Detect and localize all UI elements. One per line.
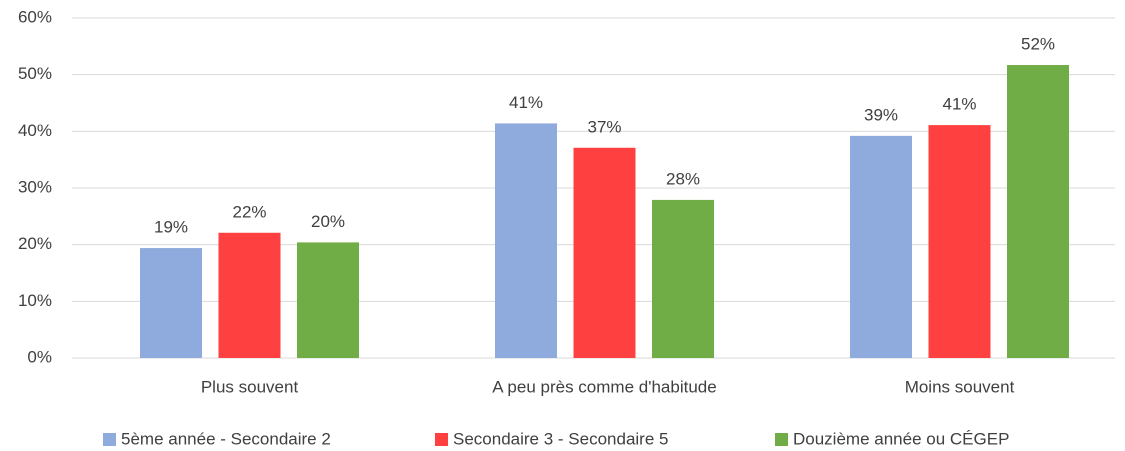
- y-tick-label: 40%: [18, 121, 52, 140]
- legend-label: Douzième année ou CÉGEP: [793, 429, 1009, 448]
- y-tick-label: 50%: [18, 64, 52, 83]
- bar: [297, 242, 359, 358]
- x-tick-label: Plus souvent: [201, 377, 299, 396]
- bar: [495, 123, 557, 359]
- y-tick-label: 10%: [18, 291, 52, 310]
- y-tick-label: 30%: [18, 177, 52, 196]
- legend-swatch: [103, 433, 116, 446]
- data-label: 28%: [666, 169, 700, 188]
- data-label: 19%: [154, 218, 188, 237]
- data-label: 41%: [509, 93, 543, 112]
- legend-swatch: [435, 433, 448, 446]
- bar: [1007, 65, 1069, 359]
- x-tick-label: A peu près comme d'habitude: [492, 377, 716, 396]
- bar: [218, 232, 281, 358]
- bar: [928, 125, 991, 358]
- bar: [573, 147, 636, 358]
- legend-label: 5ème année - Secondaire 2: [121, 429, 331, 448]
- data-label: 39%: [864, 105, 898, 124]
- y-tick-label: 20%: [18, 234, 52, 253]
- y-tick-label: 60%: [18, 7, 52, 26]
- bar: [140, 248, 202, 358]
- legend-swatch: [775, 433, 788, 446]
- data-label: 37%: [587, 117, 621, 136]
- bar: [652, 199, 714, 358]
- x-tick-label: Moins souvent: [905, 377, 1015, 396]
- data-label: 20%: [311, 212, 345, 231]
- y-tick-label: 0%: [27, 347, 52, 366]
- bar: [850, 135, 912, 358]
- data-label: 41%: [942, 95, 976, 114]
- legend-label: Secondaire 3 - Secondaire 5: [453, 429, 668, 448]
- data-label: 52%: [1021, 35, 1055, 54]
- data-label: 22%: [232, 202, 266, 221]
